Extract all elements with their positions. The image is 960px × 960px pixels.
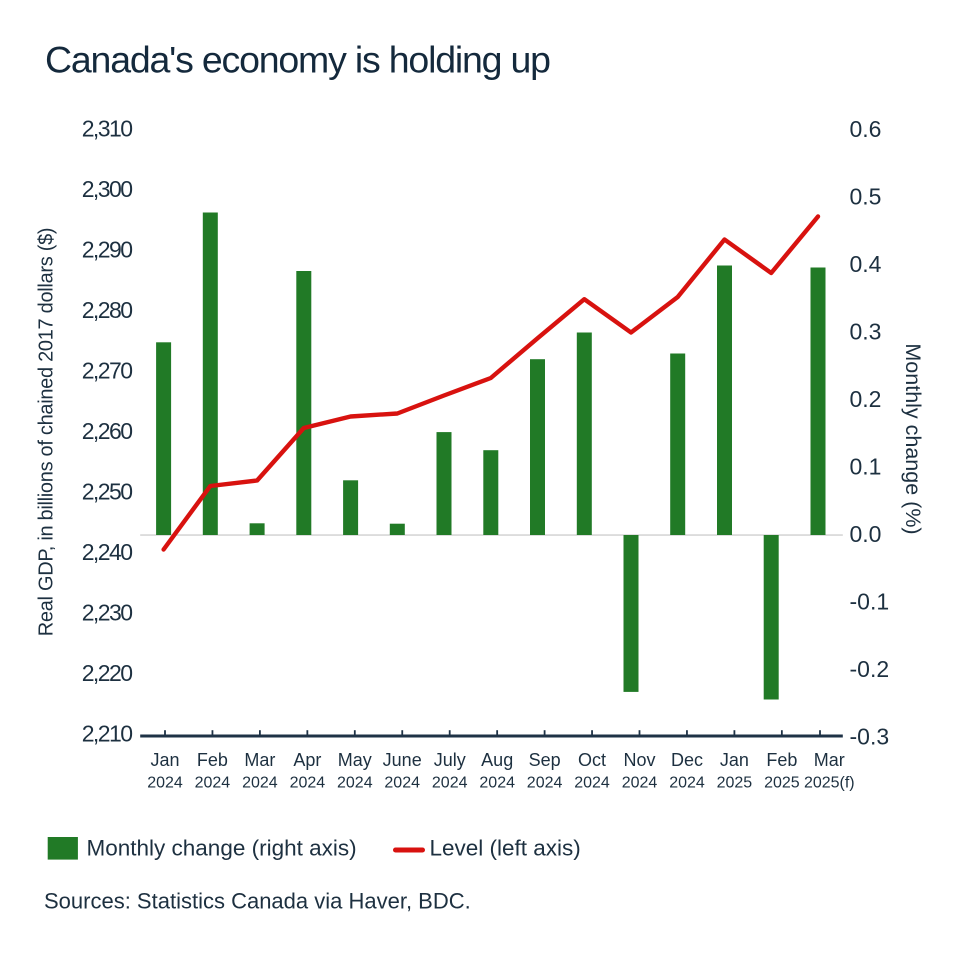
svg-text:2,220: 2,220 — [82, 660, 133, 686]
svg-text:Sources: Statistics Canada via: Sources: Statistics Canada via Haver, BD… — [44, 889, 471, 914]
svg-text:2,210: 2,210 — [82, 721, 133, 747]
svg-text:Mar: Mar — [814, 750, 845, 770]
svg-text:Nov: Nov — [623, 750, 655, 770]
svg-text:Oct: Oct — [578, 750, 606, 770]
svg-text:-0.2: -0.2 — [850, 656, 890, 682]
svg-text:Monthly change (%): Monthly change (%) — [901, 343, 925, 534]
svg-text:2024: 2024 — [242, 775, 278, 792]
svg-text:2024: 2024 — [337, 775, 373, 792]
svg-text:Mar: Mar — [244, 750, 275, 770]
svg-text:Monthly change (right axis): Monthly change (right axis) — [87, 836, 357, 861]
svg-text:2,250: 2,250 — [82, 479, 133, 505]
svg-text:2025(f): 2025(f) — [804, 775, 855, 792]
svg-text:Level (left axis): Level (left axis) — [430, 836, 581, 861]
svg-text:2024: 2024 — [527, 775, 563, 792]
svg-text:2024: 2024 — [669, 775, 705, 792]
svg-text:2,260: 2,260 — [82, 418, 133, 444]
svg-text:June: June — [383, 750, 422, 770]
svg-text:2,290: 2,290 — [82, 237, 133, 263]
svg-text:0.0: 0.0 — [850, 521, 882, 547]
svg-text:2025: 2025 — [717, 775, 753, 792]
svg-text:0.6: 0.6 — [850, 116, 882, 142]
svg-text:-0.3: -0.3 — [850, 724, 890, 750]
svg-text:Aug: Aug — [481, 750, 513, 770]
svg-text:Real GDP, in billions of chain: Real GDP, in billions of chained 2017 do… — [36, 228, 58, 637]
svg-text:Canada's economy is holding up: Canada's economy is holding up — [45, 39, 550, 81]
svg-text:0.1: 0.1 — [850, 454, 882, 480]
svg-text:2024: 2024 — [290, 775, 326, 792]
svg-text:Jan: Jan — [150, 750, 179, 770]
svg-text:0.4: 0.4 — [850, 251, 882, 277]
svg-text:Apr: Apr — [293, 750, 321, 770]
svg-text:2024: 2024 — [384, 775, 420, 792]
svg-text:2,310: 2,310 — [82, 116, 133, 142]
svg-text:Sep: Sep — [529, 750, 561, 770]
svg-text:2,230: 2,230 — [82, 600, 133, 626]
svg-text:2024: 2024 — [195, 775, 231, 792]
svg-text:2,270: 2,270 — [82, 358, 133, 384]
svg-text:2,240: 2,240 — [82, 539, 133, 565]
svg-text:-0.1: -0.1 — [850, 589, 890, 615]
svg-text:0.3: 0.3 — [850, 319, 882, 345]
svg-text:2024: 2024 — [574, 775, 610, 792]
svg-text:2,300: 2,300 — [82, 176, 133, 202]
svg-text:2024: 2024 — [622, 775, 658, 792]
svg-text:Feb: Feb — [766, 750, 797, 770]
svg-text:2025: 2025 — [764, 775, 800, 792]
svg-text:0.2: 0.2 — [850, 386, 882, 412]
svg-text:Feb: Feb — [197, 750, 228, 770]
svg-text:Dec: Dec — [671, 750, 703, 770]
svg-text:2,280: 2,280 — [82, 297, 133, 323]
svg-text:May: May — [338, 750, 372, 770]
svg-text:2024: 2024 — [147, 775, 183, 792]
svg-text:Jan: Jan — [720, 750, 749, 770]
svg-text:2024: 2024 — [432, 775, 468, 792]
svg-text:0.5: 0.5 — [850, 184, 882, 210]
svg-text:July: July — [434, 750, 466, 770]
svg-text:2024: 2024 — [479, 775, 515, 792]
